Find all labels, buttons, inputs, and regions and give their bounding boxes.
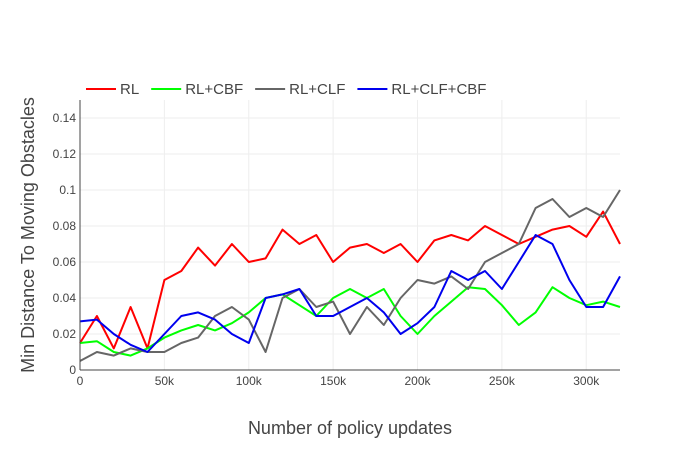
x-tick-label: 300k (573, 374, 600, 388)
x-tick-label: 100k (236, 374, 263, 388)
legend-label: RL (120, 81, 139, 98)
x-tick-labels: 0 50k 100k 150k 200k 250k 300k (77, 374, 601, 388)
series-line-rl-clf (79, 189, 621, 362)
y-tick-label: 0.12 (53, 147, 77, 161)
legend-item[interactable]: RL (86, 81, 139, 98)
series-line-rl (79, 210, 621, 350)
x-tick-label: 250k (489, 374, 516, 388)
x-tick-label: 50k (155, 374, 175, 388)
legend-label: RL+CLF (289, 81, 345, 98)
legend-item[interactable]: RL+CBF (151, 81, 243, 98)
legend-label: RL+CBF (185, 81, 243, 98)
legend-item[interactable]: RL+CLF (255, 81, 345, 98)
y-tick-label: 0.08 (53, 219, 77, 233)
axes (79, 100, 620, 371)
legend: RL RL+CBF RL+CLF RL+CLF+CBF (86, 81, 486, 98)
x-tick-label: 200k (404, 374, 431, 388)
series-line-rl-cbf (79, 286, 621, 357)
y-axis-title: Min Distance To Moving Obstacles (18, 97, 38, 373)
y-tick-label: 0.04 (53, 291, 77, 305)
x-tick-label: 150k (320, 374, 347, 388)
y-tick-label: 0.06 (53, 255, 77, 269)
y-tick-label: 0.14 (53, 111, 77, 125)
legend-label: RL+CLF+CBF (391, 81, 486, 98)
y-tick-label: 0.1 (59, 183, 76, 197)
series-lines (79, 189, 621, 362)
x-tick-label: 0 (77, 374, 84, 388)
y-tick-label: 0.02 (53, 327, 77, 341)
series-line-rl-clf-cbf (79, 234, 621, 353)
y-tick-label: 0 (69, 363, 76, 377)
legend-item[interactable]: RL+CLF+CBF (357, 81, 486, 98)
y-tick-labels: 0 0.02 0.04 0.06 0.08 0.1 0.12 0.14 (53, 111, 77, 377)
x-axis-title: Number of policy updates (248, 418, 452, 438)
